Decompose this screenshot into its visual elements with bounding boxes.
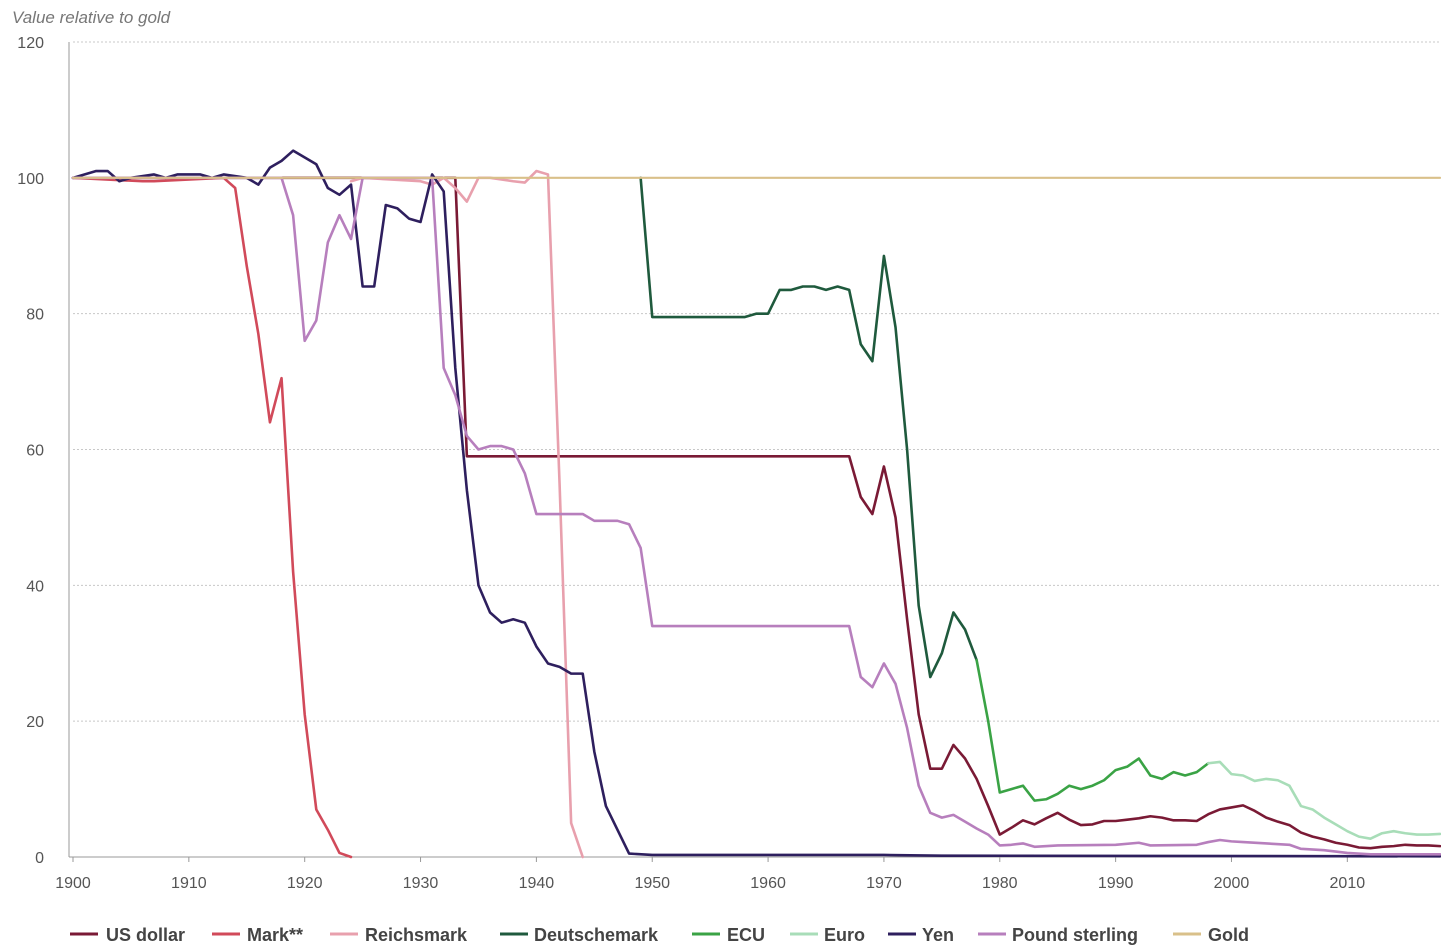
- x-tick-label: 1900: [55, 875, 91, 892]
- series-line-euro: [1207, 760, 1441, 840]
- series-line-mark: [71, 176, 353, 859]
- series-line-deutschemark: [639, 176, 978, 679]
- x-tick-label: 1980: [982, 875, 1018, 892]
- y-tick-label: 100: [17, 171, 44, 188]
- legend-label-deutschemark: Deutschemark: [534, 925, 659, 945]
- x-tick-label: 1930: [403, 875, 439, 892]
- x-tick-labels: 1900 1910 1920 1930 1940 1950 1960 1970 1980 1990…: [55, 875, 1365, 892]
- y-tick-label: 20: [26, 714, 44, 731]
- legend-label-euro: Euro: [824, 925, 865, 945]
- x-tick-label: 2010: [1330, 875, 1366, 892]
- legend-label-us-dollar: US dollar: [106, 925, 185, 945]
- legend-label-mark: Mark**: [247, 925, 303, 945]
- x-tick-label: 1960: [750, 875, 786, 892]
- y-tick-label: 0: [35, 850, 44, 867]
- x-tick-label: 1970: [866, 875, 902, 892]
- x-tick-label: 1910: [171, 875, 207, 892]
- x-tick-label: 1920: [287, 875, 323, 892]
- series-lines: [71, 149, 1441, 859]
- y-tick-labels: 0 20 40 60 80 100 120: [17, 35, 44, 867]
- series-line-us-dollar: [71, 176, 1441, 850]
- series-line-pound-sterling: [71, 176, 1441, 856]
- legend-label-reichsmark: Reichsmark: [365, 925, 468, 945]
- series-line-ecu: [975, 658, 1210, 802]
- x-tick-label: 1990: [1098, 875, 1134, 892]
- series-line-yen: [71, 149, 1441, 858]
- y-axis-label: Value relative to gold: [12, 8, 171, 27]
- legend-label-yen: Yen: [922, 925, 954, 945]
- y-tick-label: 40: [26, 578, 44, 595]
- x-tick-label: 1950: [634, 875, 670, 892]
- y-tick-label: 120: [17, 35, 44, 52]
- y-tick-label: 80: [26, 307, 44, 324]
- legend-label-pound-sterling: Pound sterling: [1012, 925, 1138, 945]
- legend-label-gold: Gold: [1208, 925, 1249, 945]
- y-tick-label: 60: [26, 443, 44, 460]
- gridlines: [73, 41, 1440, 722]
- x-tick-label: 2000: [1214, 875, 1250, 892]
- x-tick-label: 1940: [519, 875, 555, 892]
- legend-label-ecu: ECU: [727, 925, 765, 945]
- legend: US dollar Mark** Reichsmark Deutschemark ECU…: [70, 925, 1249, 945]
